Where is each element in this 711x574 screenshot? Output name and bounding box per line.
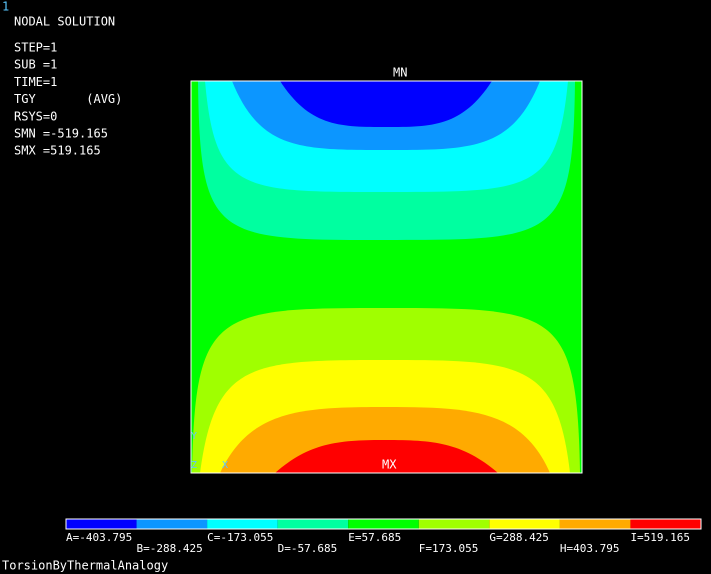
legend-label: A=-403.795 (66, 531, 132, 544)
info-line: SUB =1 (14, 58, 57, 72)
info-line: NODAL SOLUTION (14, 15, 115, 29)
legend-swatch (136, 519, 208, 529)
legend-swatch (418, 519, 490, 529)
legend-border (65, 518, 702, 530)
plot-border (190, 80, 583, 474)
legend-swatch (348, 519, 419, 529)
legend-swatch (207, 519, 278, 529)
legend-swatch (559, 519, 631, 529)
legend-label: G=288.425 (489, 531, 549, 544)
max-label: MX (382, 458, 397, 472)
min-label: MN (393, 66, 407, 80)
legend-label: D=-57.685 (278, 542, 338, 555)
legend-swatch (489, 519, 560, 529)
legend-label: E=57.685 (348, 531, 401, 544)
info-line: TGY (AVG) (14, 92, 122, 106)
info-line: TIME=1 (14, 75, 57, 89)
info-line: SMN =-519.165 (14, 127, 108, 141)
contour-band (280, 81, 492, 127)
contour-plot (190, 80, 583, 474)
footer-title: TorsionByThermalAnalogy (2, 559, 168, 573)
contour-band (275, 440, 498, 473)
axis-z: Z (191, 460, 197, 471)
info-line: SMX =519.165 (14, 144, 101, 158)
legend-swatch (66, 519, 137, 529)
info-line: STEP=1 (14, 41, 57, 55)
legend-label: H=403.795 (560, 542, 620, 555)
legend-swatch (630, 519, 701, 529)
window-number: 1 (2, 0, 9, 14)
axis-y: Y (191, 431, 197, 442)
legend-label: C=-173.055 (207, 531, 273, 544)
axis-x: X (222, 460, 228, 471)
legend-label: I=519.165 (630, 531, 690, 544)
legend-label: F=173.055 (419, 542, 479, 555)
legend-swatch (277, 519, 349, 529)
legend-label: B=-288.425 (137, 542, 203, 555)
info-line: RSYS=0 (14, 109, 57, 123)
